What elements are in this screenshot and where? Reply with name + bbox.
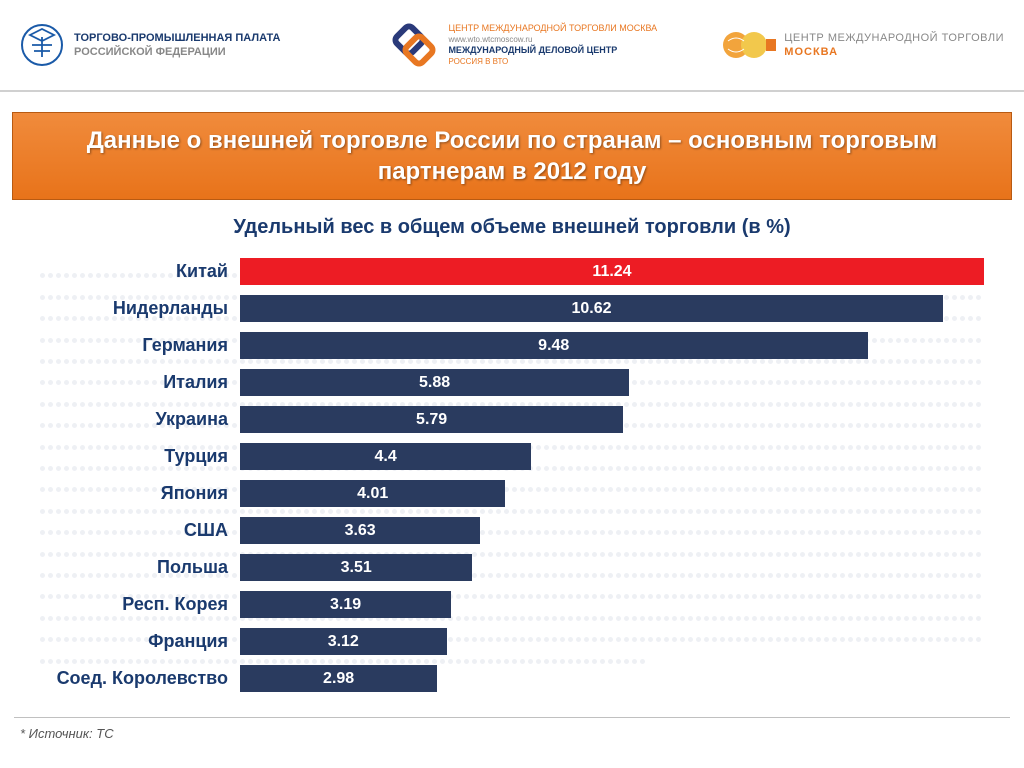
header: ТОРГОВО-ПРОМЫШЛЕННАЯ ПАЛАТА РОССИЙСКОЙ Ф…: [0, 0, 1024, 92]
bar-track: 5.88: [240, 369, 984, 396]
logo-center-l2: www.wto.wtcmoscow.ru: [448, 35, 657, 45]
logo-left-line1: ТОРГОВО-ПРОМЫШЛЕННАЯ ПАЛАТА: [74, 31, 280, 45]
bar-value: 2.98: [323, 670, 354, 688]
bar-fill: 11.24: [240, 258, 984, 285]
bar-row: Турция 4.4: [40, 438, 984, 475]
bar-row: Китай 11.24: [40, 253, 984, 290]
bar-track: 3.51: [240, 554, 984, 581]
bar-row: Респ. Корея 3.19: [40, 586, 984, 623]
bar-value: 3.19: [330, 596, 361, 614]
bar-track: 3.63: [240, 517, 984, 544]
bar-label: Италия: [40, 372, 240, 393]
logo-center-l1: ЦЕНТР МЕЖДУНАРОДНОЙ ТОРГОВЛИ МОСКВА: [448, 23, 657, 35]
bar-fill: 10.62: [240, 295, 943, 322]
bar-track: 4.01: [240, 480, 984, 507]
bar-row: Франция 3.12: [40, 623, 984, 660]
logo-center-l3: МЕЖДУНАРОДНЫЙ ДЕЛОВОЙ ЦЕНТР: [448, 45, 657, 57]
logo-center: ЦЕНТР МЕЖДУНАРОДНОЙ ТОРГОВЛИ МОСКВА www.…: [390, 21, 657, 69]
bar-fill: 5.88: [240, 369, 629, 396]
bar-fill: 4.4: [240, 443, 531, 470]
bar-row: Италия 5.88: [40, 364, 984, 401]
bar-fill: 2.98: [240, 665, 437, 692]
tpp-logo-icon: [20, 23, 64, 67]
bar-value: 4.4: [374, 448, 396, 466]
bar-fill: 3.51: [240, 554, 472, 581]
logo-left-line2: РОССИЙСКОЙ ФЕДЕРАЦИИ: [74, 45, 280, 59]
bar-track: 5.79: [240, 406, 984, 433]
bar-value: 3.51: [341, 559, 372, 577]
bar-track: 3.12: [240, 628, 984, 655]
bar-label: США: [40, 520, 240, 541]
bar-track: 10.62: [240, 295, 984, 322]
logo-center-l4: РОССИЯ В ВТО: [448, 57, 657, 67]
bar-fill: 3.19: [240, 591, 451, 618]
bar-value: 9.48: [538, 337, 569, 355]
bar-fill: 3.12: [240, 628, 447, 655]
bar-fill: 4.01: [240, 480, 505, 507]
bar-label: Франция: [40, 631, 240, 652]
bar-label: Респ. Корея: [40, 594, 240, 615]
slide-title: Данные о внешней торговле России по стра…: [12, 112, 1012, 200]
bar-label: Соед. Королевство: [40, 668, 240, 689]
bar-fill: 3.63: [240, 517, 480, 544]
footer: * Источник: ТС: [14, 717, 1010, 741]
bar-track: 2.98: [240, 665, 984, 692]
bar-track: 11.24: [240, 258, 984, 285]
bar-row: США 3.63: [40, 512, 984, 549]
bar-row: Япония 4.01: [40, 475, 984, 512]
bar-value: 4.01: [357, 485, 388, 503]
bar-value: 3.63: [345, 522, 376, 540]
bar-label: Украина: [40, 409, 240, 430]
bar-row: Соед. Королевство 2.98: [40, 660, 984, 697]
wto-center-icon: [390, 21, 438, 69]
bar-track: 4.4: [240, 443, 984, 470]
bar-value: 3.12: [328, 633, 359, 651]
bar-row: Украина 5.79: [40, 401, 984, 438]
bar-chart: Китай 11.24 Нидерланды 10.62 Германия 9.48 Ита…: [0, 253, 1024, 697]
bar-label: Китай: [40, 261, 240, 282]
chart-subtitle: Удельный вес в общем объеме внешней торг…: [0, 216, 1024, 239]
source-note: * Источник: ТС: [14, 726, 1010, 741]
bar-value: 11.24: [592, 263, 631, 281]
bar-row: Нидерланды 10.62: [40, 290, 984, 327]
bar-label: Турция: [40, 446, 240, 467]
bar-value: 5.79: [416, 411, 447, 429]
bar-label: Япония: [40, 483, 240, 504]
logo-right-r2: МОСКВА: [784, 45, 1004, 59]
bar-track: 9.48: [240, 332, 984, 359]
logo-right-r1: ЦЕНТР МЕЖДУНАРОДНОЙ ТОРГОВЛИ: [784, 31, 1004, 45]
logo-right: ЦЕНТР МЕЖДУНАРОДНОЙ ТОРГОВЛИ МОСКВА: [722, 27, 1004, 63]
bar-fill: 5.79: [240, 406, 623, 433]
logo-left: ТОРГОВО-ПРОМЫШЛЕННАЯ ПАЛАТА РОССИЙСКОЙ Ф…: [20, 23, 280, 67]
bar-value: 10.62: [571, 300, 611, 318]
bar-value: 5.88: [419, 374, 450, 392]
bar-row: Германия 9.48: [40, 327, 984, 364]
bar-fill: 9.48: [240, 332, 868, 359]
bar-label: Нидерланды: [40, 298, 240, 319]
bar-label: Германия: [40, 335, 240, 356]
bar-row: Польша 3.51: [40, 549, 984, 586]
globe-icon: [722, 27, 776, 63]
bar-track: 3.19: [240, 591, 984, 618]
bar-label: Польша: [40, 557, 240, 578]
